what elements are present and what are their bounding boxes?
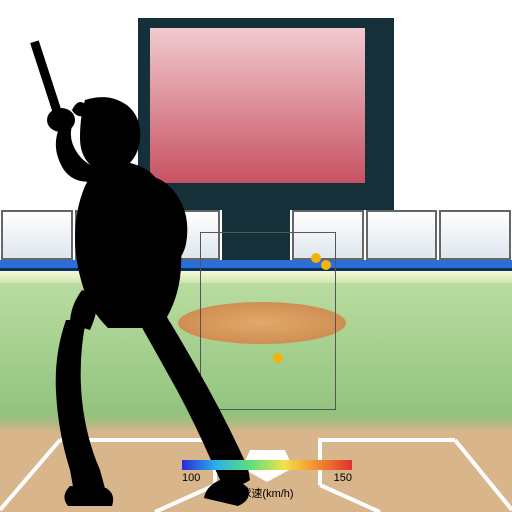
pitch-marker [273, 353, 283, 363]
speed-legend-ticks: 100 150 [182, 472, 352, 484]
speed-legend: 100 150 球速(km/h) [172, 460, 362, 501]
pitch-marker [321, 260, 331, 270]
legend-tick: 150 [334, 472, 352, 484]
stand-segment [439, 210, 511, 260]
batter-silhouette [0, 40, 250, 510]
pitch-location-chart: 100 150 球速(km/h) [0, 0, 512, 512]
legend-tick: 100 [182, 472, 200, 484]
speed-legend-label: 球速(km/h) [172, 485, 362, 501]
speed-legend-gradient [182, 460, 352, 470]
stand-segment [366, 210, 438, 260]
pitch-marker [311, 253, 321, 263]
